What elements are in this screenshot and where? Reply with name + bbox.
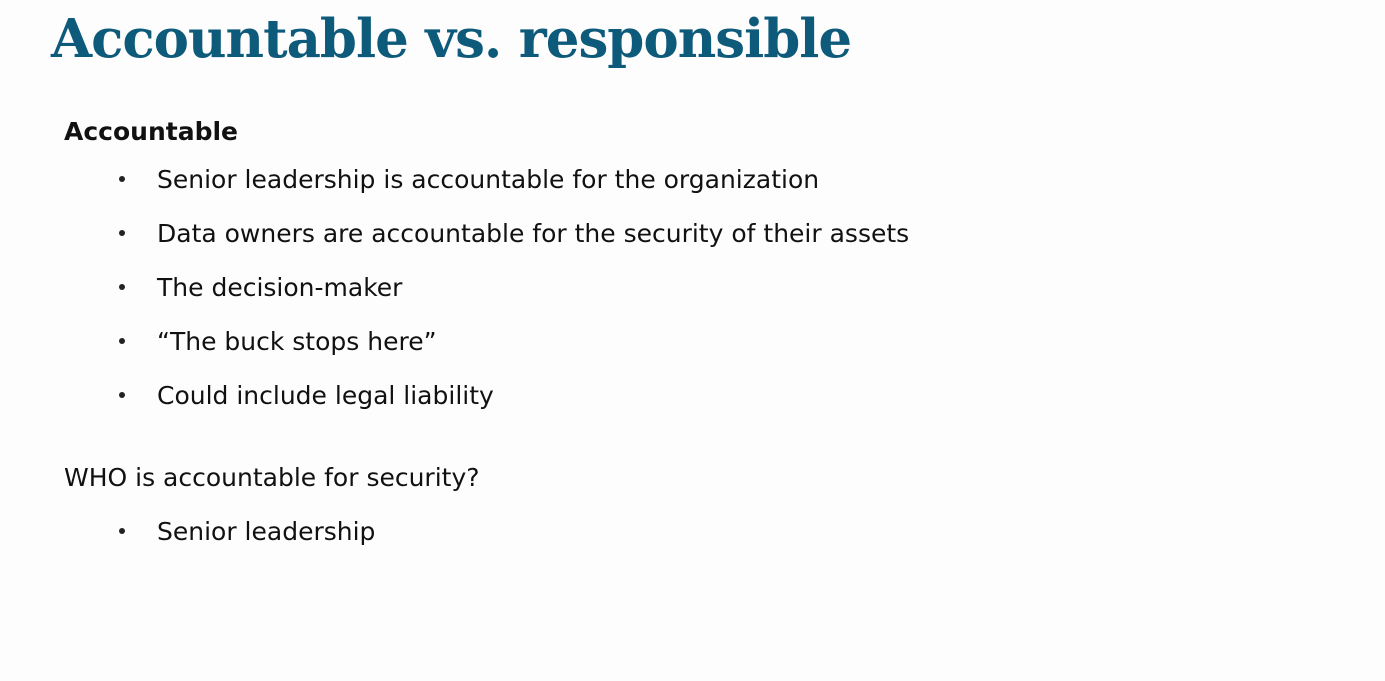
slide-title: Accountable vs. responsible [51, 8, 852, 70]
question-line: WHO is accountable for security? [64, 463, 480, 492]
bullet-icon [119, 392, 125, 398]
bullet-text: Data owners are accountable for the secu… [157, 219, 910, 248]
bullet-icon [119, 176, 125, 182]
bullet-text: “The buck stops here” [157, 327, 437, 356]
bullet-text: Could include legal liability [157, 381, 494, 410]
bullet-icon [119, 230, 125, 236]
bullet-text: Senior leadership [157, 517, 376, 546]
bullet-icon [119, 338, 125, 344]
bullet-icon [119, 528, 125, 534]
section-heading-accountable: Accountable [64, 117, 238, 146]
bullet-text: Senior leadership is accountable for the… [157, 165, 820, 194]
bullet-text: The decision-maker [157, 273, 403, 302]
bullet-icon [119, 284, 125, 290]
